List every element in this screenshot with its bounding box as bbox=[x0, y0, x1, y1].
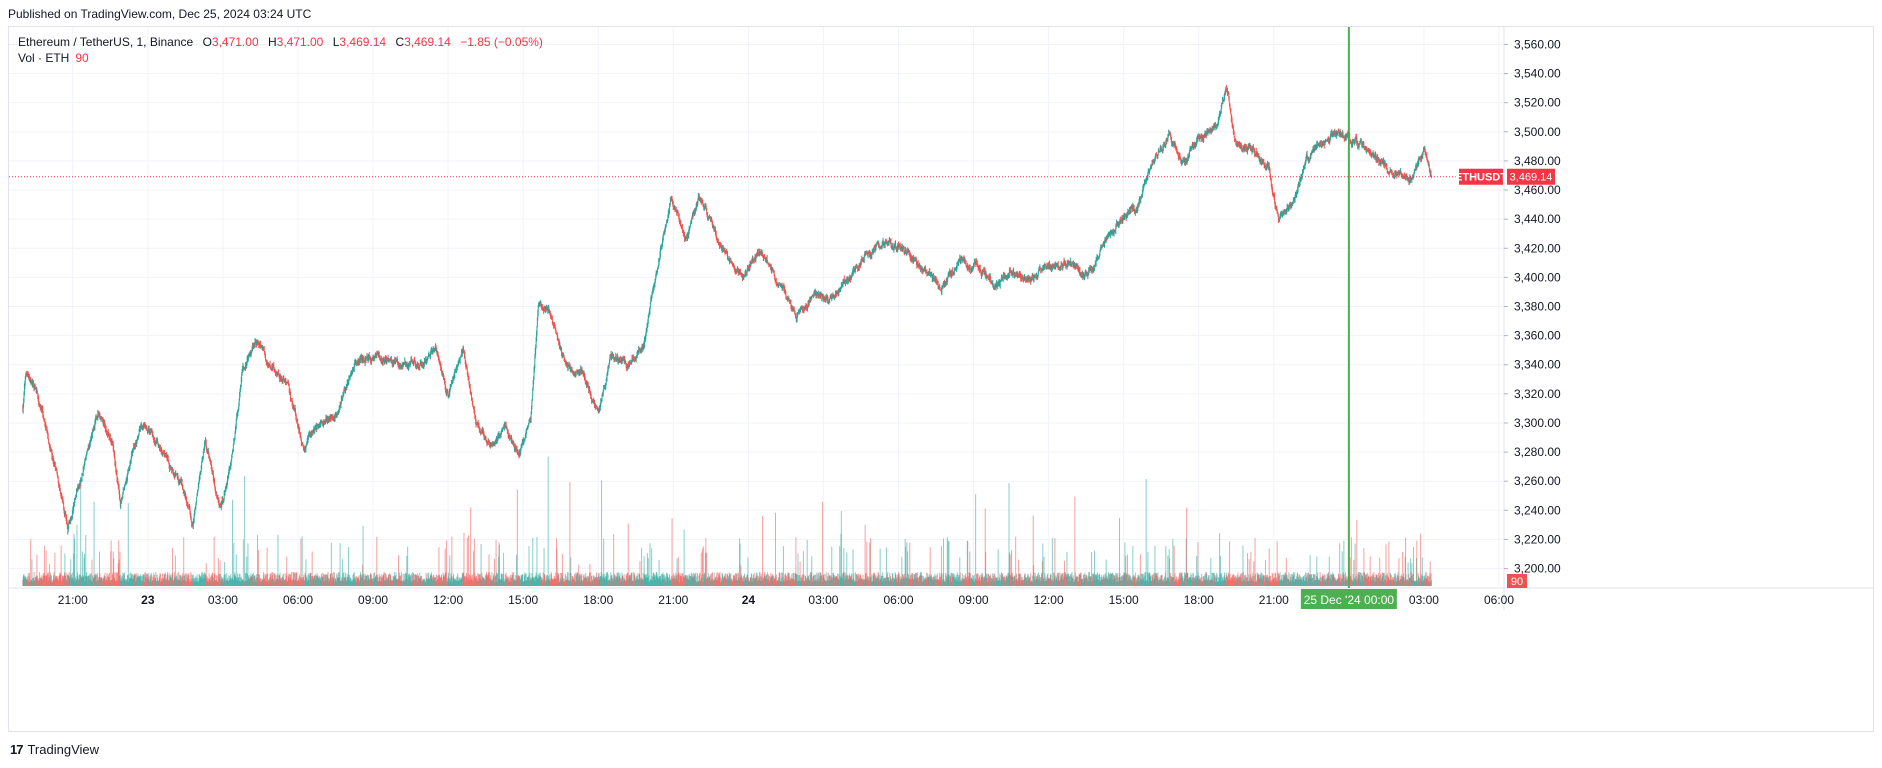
candlesticks bbox=[22, 85, 1432, 535]
published-caption: Published on TradingView.com, Dec 25, 20… bbox=[8, 7, 312, 21]
volume-bars bbox=[22, 456, 1432, 586]
chart-grid bbox=[9, 27, 1873, 610]
chart-frame bbox=[8, 26, 1874, 732]
